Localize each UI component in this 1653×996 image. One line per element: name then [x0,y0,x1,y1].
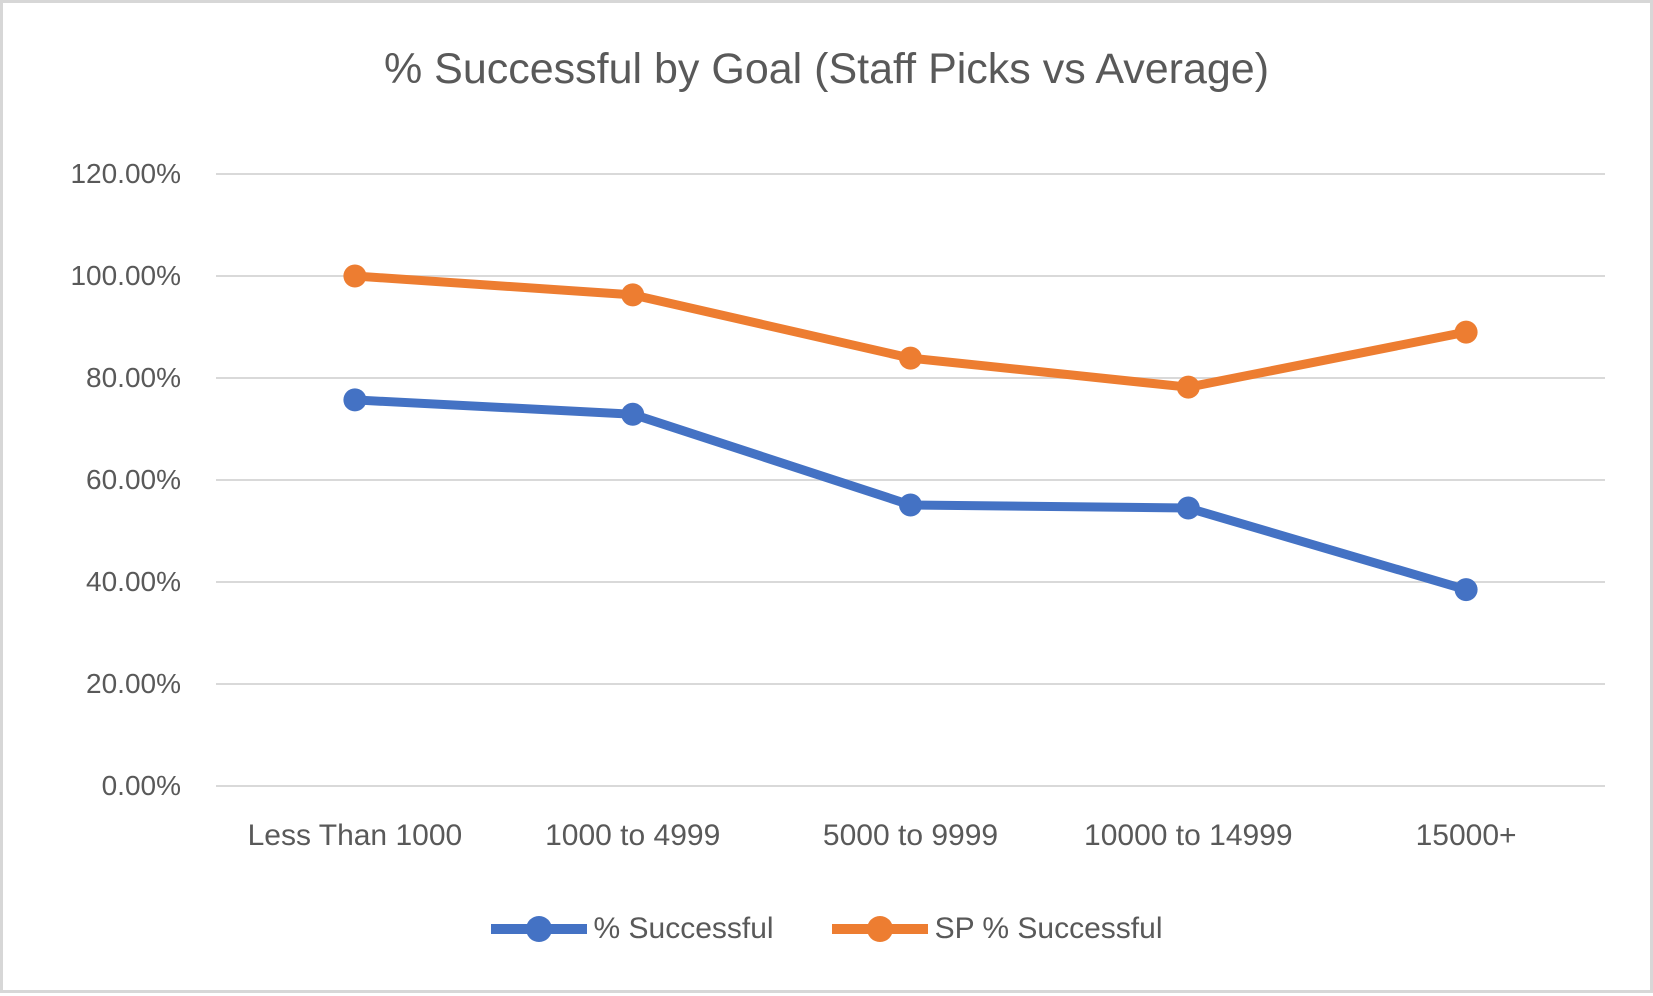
y-axis-tick-label: 120.00% [70,158,181,189]
data-point-marker[interactable] [899,346,922,370]
data-point-marker[interactable] [1454,578,1478,602]
legend: % Successful SP % Successful [3,912,1650,946]
data-point-marker[interactable] [1454,320,1478,344]
y-axis-tick-label: 0.00% [101,770,181,801]
x-axis-category-label: 10000 to 14999 [1084,819,1293,852]
plot-area [216,173,1605,787]
data-point-marker[interactable] [343,264,367,288]
data-point-marker[interactable] [621,402,645,426]
x-axis-category-label: 5000 to 9999 [822,819,999,852]
y-axis-tick-label: 80.00% [86,362,181,393]
chart-title: % Successful by Goal (Staff Picks vs Ave… [383,45,1270,93]
y-axis-tick-label: 60.00% [86,464,181,495]
x-axis-category-label: Less Than 1000 [247,819,463,852]
y-axis-tick-label: 20.00% [86,668,181,699]
legend-label-sp-successful: SP % Successful [934,912,1163,945]
data-point-marker[interactable] [1176,496,1200,520]
legend-item-successful[interactable]: % Successful [490,912,774,946]
data-point-marker[interactable] [899,493,922,517]
data-point-marker[interactable] [1176,375,1200,399]
data-point-marker[interactable] [621,283,645,307]
y-axis-tick-label: 100.00% [70,260,181,291]
y-axis-tick-label: 40.00% [86,566,181,597]
x-axis-category-label: 1000 to 4999 [545,819,721,852]
legend-marker-blue-line-dot-icon [490,916,587,942]
series-line-sp-successful[interactable] [350,271,1471,392]
legend-label-successful: % Successful [593,912,774,945]
legend-item-sp-successful[interactable]: SP % Successful [831,912,1163,946]
legend-marker-orange-line-dot-icon [831,916,928,942]
data-point-marker[interactable] [343,388,367,412]
x-axis-category-label: 15000+ [1415,819,1517,852]
